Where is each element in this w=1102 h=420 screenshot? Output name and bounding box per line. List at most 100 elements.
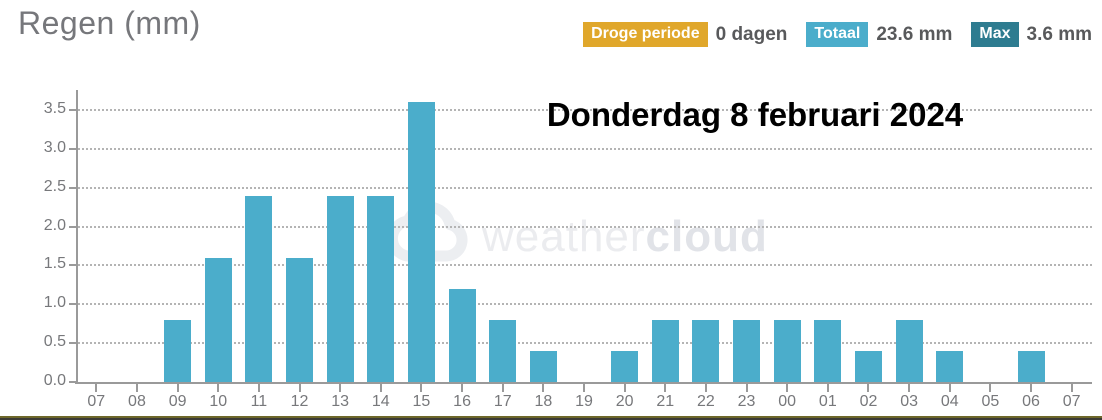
x-tick-label-13-20: 20 [615, 393, 634, 410]
x-tick-label-2-09: 09 [168, 393, 187, 410]
rain-bar-23-06[interactable] [1017, 350, 1045, 382]
x-tick-label-19-02: 02 [859, 393, 878, 410]
rain-bar-10-17[interactable] [489, 319, 517, 382]
x-axis-tick-16-23 [745, 384, 748, 392]
x-tick-label-9-16: 16 [453, 393, 471, 410]
rain-bar-14-21[interactable] [651, 319, 679, 382]
x-tick-label-24-07: 07 [1062, 393, 1081, 410]
x-axis-tick-21-04 [948, 384, 951, 392]
y-tick-label-1.5: 1.5 [43, 255, 66, 273]
x-tick-label-22-05: 05 [981, 393, 1000, 410]
rain-bar-13-20[interactable] [611, 350, 639, 382]
y-axis-tick-3.5 [69, 109, 76, 112]
rain-bar-7-14[interactable] [367, 195, 395, 382]
x-tick-label-4-11: 11 [250, 393, 268, 410]
x-axis-tick-24-07 [1070, 384, 1073, 392]
rain-bar-17-00[interactable] [773, 319, 801, 382]
rain-bar-15-22[interactable] [692, 319, 720, 382]
gridline-3.5 [78, 109, 1092, 112]
x-axis-tick-13-20 [623, 384, 626, 392]
y-axis-tick-2.0 [69, 225, 76, 228]
x-axis-tick-22-05 [989, 384, 992, 392]
total-value: 23.6 mm [876, 23, 953, 45]
y-axis-tick-3.0 [69, 147, 76, 150]
x-axis-tick-7-14 [379, 384, 382, 392]
rain-bar-16-23[interactable] [733, 319, 761, 382]
x-axis-tick-14-21 [664, 384, 667, 392]
rain-bar-6-13[interactable] [326, 195, 354, 382]
rain-bar-21-04[interactable] [936, 350, 964, 382]
gridline-3.0 [78, 147, 1092, 150]
gridline-2.0 [78, 225, 1092, 228]
x-tick-label-5-12: 12 [290, 393, 309, 410]
y-tick-label-0.5: 0.5 [43, 333, 66, 351]
x-axis-tick-20-03 [908, 384, 911, 392]
x-axis-tick-3-10 [217, 384, 220, 392]
y-tick-label-2.0: 2.0 [43, 216, 66, 234]
y-axis-tick-1.5 [69, 264, 76, 267]
stats-bar: Droge periode 0 dagen Totaal 23.6 mm Max… [583, 22, 1092, 47]
x-tick-label-8-15: 15 [412, 393, 431, 410]
page-title: Regen (mm) [18, 5, 201, 41]
rain-bar-19-02[interactable] [854, 350, 882, 382]
x-axis-tick-1-08 [135, 384, 138, 392]
x-tick-label-11-18: 18 [534, 393, 553, 410]
x-tick-label-12-19: 19 [575, 393, 593, 410]
x-axis-tick-2-09 [176, 384, 179, 392]
rain-bar-4-11[interactable] [245, 195, 273, 382]
x-tick-label-7-14: 14 [371, 393, 390, 410]
x-axis-tick-18-01 [826, 384, 829, 392]
dry-period-badge: Droge periode [583, 22, 708, 47]
gridline-2.5 [78, 186, 1092, 189]
x-tick-label-17-00: 00 [778, 393, 797, 410]
chart-date-title: Donderdag 8 februari 2024 [546, 96, 964, 133]
max-badge: Max [971, 22, 1019, 47]
x-axis-tick-0-07 [95, 384, 98, 392]
x-axis-tick-23-06 [1030, 384, 1033, 392]
max-value: 3.6 mm [1026, 23, 1092, 45]
x-axis-tick-4-11 [257, 384, 260, 392]
rain-bar-2-09[interactable] [164, 319, 192, 382]
stat-dry-period: Droge periode 0 dagen [583, 22, 787, 47]
y-tick-label-3.0: 3.0 [43, 138, 66, 156]
rain-bar-5-12[interactable] [286, 257, 314, 382]
rain-bar-9-16[interactable] [448, 288, 476, 382]
y-axis-tick-1.0 [69, 303, 76, 306]
x-axis-tick-8-15 [420, 384, 423, 392]
stat-max: Max 3.6 mm [971, 22, 1092, 47]
x-tick-label-0-07: 07 [87, 393, 106, 410]
x-axis-tick-10-17 [501, 384, 504, 392]
x-tick-label-10-17: 17 [493, 393, 512, 410]
rain-bar-8-15[interactable] [407, 102, 435, 382]
y-tick-label-0.0: 0.0 [43, 372, 66, 389]
y-axis-tick-0.5 [69, 342, 76, 345]
rain-bar-11-18[interactable] [529, 350, 557, 382]
y-tick-label-3.5: 3.5 [43, 100, 66, 118]
dry-period-value: 0 dagen [715, 23, 788, 45]
x-axis-tick-9-16 [461, 384, 464, 392]
x-tick-label-23-06: 06 [1022, 393, 1040, 410]
y-tick-label-1.0: 1.0 [43, 294, 66, 312]
x-axis-tick-12-19 [583, 384, 585, 392]
next-panel-edge-strip [0, 415, 1102, 420]
x-tick-label-18-01: 01 [818, 393, 837, 410]
total-badge: Totaal [806, 22, 869, 47]
x-tick-label-21-04: 04 [940, 393, 959, 410]
x-axis-tick-5-12 [298, 384, 301, 392]
x-tick-label-3-10: 10 [209, 393, 228, 410]
x-axis-tick-19-02 [867, 384, 870, 392]
rain-bar-18-01[interactable] [814, 319, 842, 382]
gridline-1.0 [78, 303, 1092, 306]
stat-total: Totaal 23.6 mm [806, 22, 952, 47]
gridline-0.5 [78, 342, 1092, 345]
x-axis-tick-6-13 [339, 384, 342, 392]
y-axis-tick-0.0 [69, 381, 76, 383]
rain-bar-20-03[interactable] [895, 319, 923, 382]
y-tick-label-2.5: 2.5 [43, 177, 66, 195]
gridline-1.5 [78, 264, 1092, 267]
x-tick-label-6-13: 13 [331, 393, 350, 410]
rain-bar-3-10[interactable] [204, 257, 232, 382]
y-axis-tick-2.5 [69, 186, 76, 189]
x-axis-tick-17-00 [786, 384, 789, 392]
